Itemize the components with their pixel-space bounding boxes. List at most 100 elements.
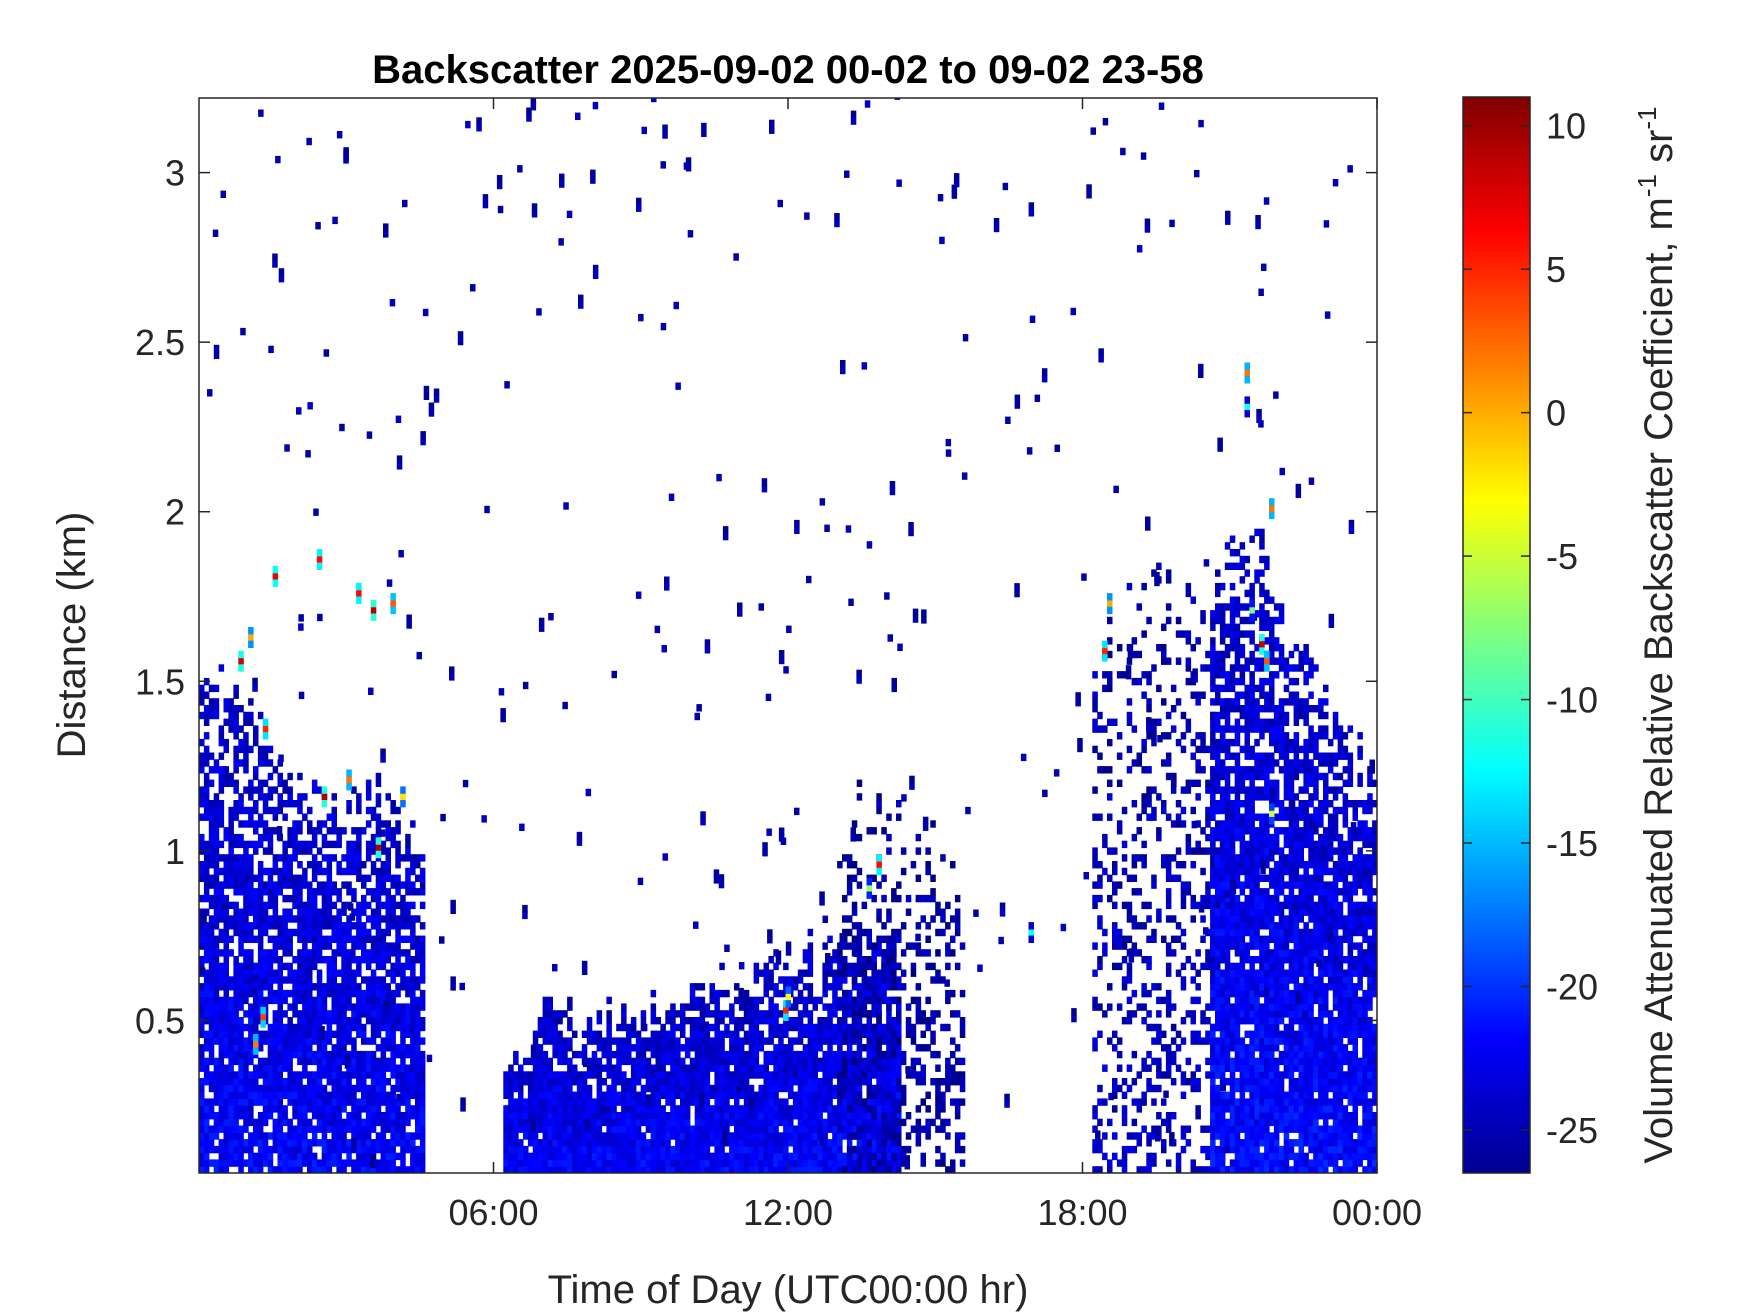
heatmap-cell: [734, 1091, 740, 1099]
heatmap-cell: [709, 1132, 715, 1140]
heatmap-cell: [694, 1017, 701, 1025]
heatmap-cell: [218, 901, 225, 910]
heatmap-cell: [410, 867, 416, 876]
heatmap-cell: [356, 1023, 362, 1032]
heatmap-cell: [601, 1037, 607, 1045]
heatmap-cell: [292, 827, 298, 835]
heatmap-cell: [277, 1125, 283, 1133]
heatmap-cell: [410, 1166, 416, 1173]
heatmap-cell: [684, 1098, 691, 1106]
heatmap-cell: [714, 1091, 720, 1099]
heatmap-cell: [361, 989, 367, 998]
heatmap-cell: [351, 840, 357, 849]
heatmap-cell: [567, 1132, 573, 1140]
heatmap-cell: [307, 989, 313, 998]
heatmap-cell: [866, 942, 872, 950]
heatmap-cell: [773, 1166, 779, 1173]
heatmap-cell: [1165, 732, 1172, 740]
heatmap-cell: [665, 1145, 671, 1154]
heatmap-cell: [832, 1037, 838, 1045]
heatmap-cell: [832, 1159, 838, 1167]
heatmap-cell: [1190, 1017, 1196, 1025]
heatmap-cell: [277, 1023, 283, 1032]
heatmap-cell: [743, 1112, 750, 1120]
heatmap-cell: [606, 1159, 612, 1167]
heatmap-cell: [400, 1057, 406, 1066]
heatmap-cell: [1092, 901, 1098, 910]
heatmap-cell: [331, 962, 337, 971]
heatmap-cell: [812, 1023, 818, 1032]
heatmap-cell: [753, 1003, 760, 1011]
heatmap-cell: [950, 1050, 956, 1059]
heatmap-cell: [238, 983, 244, 991]
heatmap-cell: [307, 1118, 313, 1127]
heatmap-cell: [292, 1037, 298, 1045]
heatmap-cell: [223, 989, 229, 998]
heatmap-cell: [537, 1166, 544, 1173]
heatmap-cell: [257, 1064, 264, 1072]
heatmap-cell: [277, 1091, 283, 1099]
heatmap-cell: [233, 705, 239, 713]
heatmap-cell: [630, 1091, 637, 1099]
heatmap-cell: [1156, 1064, 1162, 1072]
heatmap-cell: [665, 1037, 671, 1045]
heatmap-cell: [400, 922, 406, 930]
heatmap-cell: [1131, 922, 1138, 930]
heatmap-cell: [596, 1071, 603, 1079]
heatmap-cell: [351, 1098, 357, 1106]
heatmap-cell: [655, 1071, 661, 1079]
heatmap-cell: [635, 1091, 642, 1099]
heatmap-cell: [1165, 1050, 1172, 1059]
heatmap-cell: [851, 1050, 858, 1059]
heatmap-cell: [253, 738, 259, 747]
heatmap-cell: [262, 956, 269, 964]
heatmap-cell: [675, 1112, 681, 1120]
heatmap-cell: [1107, 793, 1113, 801]
heatmap-cell: [208, 847, 215, 855]
heatmap-cell: [778, 1132, 784, 1140]
heatmap-cell: [738, 1023, 745, 1032]
heatmap-cell: [257, 1057, 264, 1066]
heatmap-cell: [1141, 1064, 1147, 1072]
heatmap-cell: [208, 1145, 215, 1154]
heatmap-cell: [896, 1044, 902, 1052]
heatmap-cell: [1141, 766, 1147, 774]
heatmap-cell: [532, 1037, 539, 1045]
heatmap-cell: [302, 1071, 308, 1079]
heatmap-cell: [321, 854, 328, 862]
heatmap-cell: [297, 888, 303, 896]
heatmap-cell: [532, 1132, 539, 1140]
heatmap-cell: [238, 1152, 244, 1161]
heatmap-cell: [753, 1112, 760, 1120]
heatmap-cell: [351, 1044, 357, 1052]
heatmap-cell: [1161, 644, 1167, 652]
heatmap-cell: [788, 1112, 794, 1120]
heatmap-cell: [385, 820, 391, 828]
heatmap-cell: [900, 1145, 907, 1154]
heatmap-cell: [842, 1064, 848, 1072]
heatmap-cell: [896, 1145, 902, 1154]
heatmap-cell: [802, 1050, 809, 1059]
heatmap-cell: [881, 976, 887, 984]
heatmap-cell: [400, 1017, 406, 1025]
heatmap-cell: [419, 1145, 426, 1154]
heatmap-cell: [405, 1084, 411, 1093]
heatmap-cell: [287, 969, 293, 977]
heatmap-cell: [753, 1030, 760, 1038]
heatmap-cell: [758, 1010, 764, 1018]
heatmap-cell: [694, 1023, 701, 1032]
heatmap-cell: [797, 1098, 804, 1106]
heatmap-cell: [321, 1105, 328, 1113]
heatmap-cell: [213, 874, 220, 882]
heatmap-cell: [797, 1078, 804, 1086]
heatmap-cell: [218, 779, 225, 787]
heatmap-cell: [1151, 1132, 1157, 1140]
heatmap-cell: [1170, 1023, 1177, 1032]
heatmap-cell: [817, 1098, 823, 1106]
heatmap-cell: [871, 949, 877, 957]
heatmap-cell: [282, 847, 288, 855]
heatmap-cell: [385, 894, 391, 903]
heatmap-cell: [390, 1044, 396, 1052]
heatmap-cell: [1141, 1098, 1147, 1106]
heatmap-cell: [675, 1152, 681, 1161]
